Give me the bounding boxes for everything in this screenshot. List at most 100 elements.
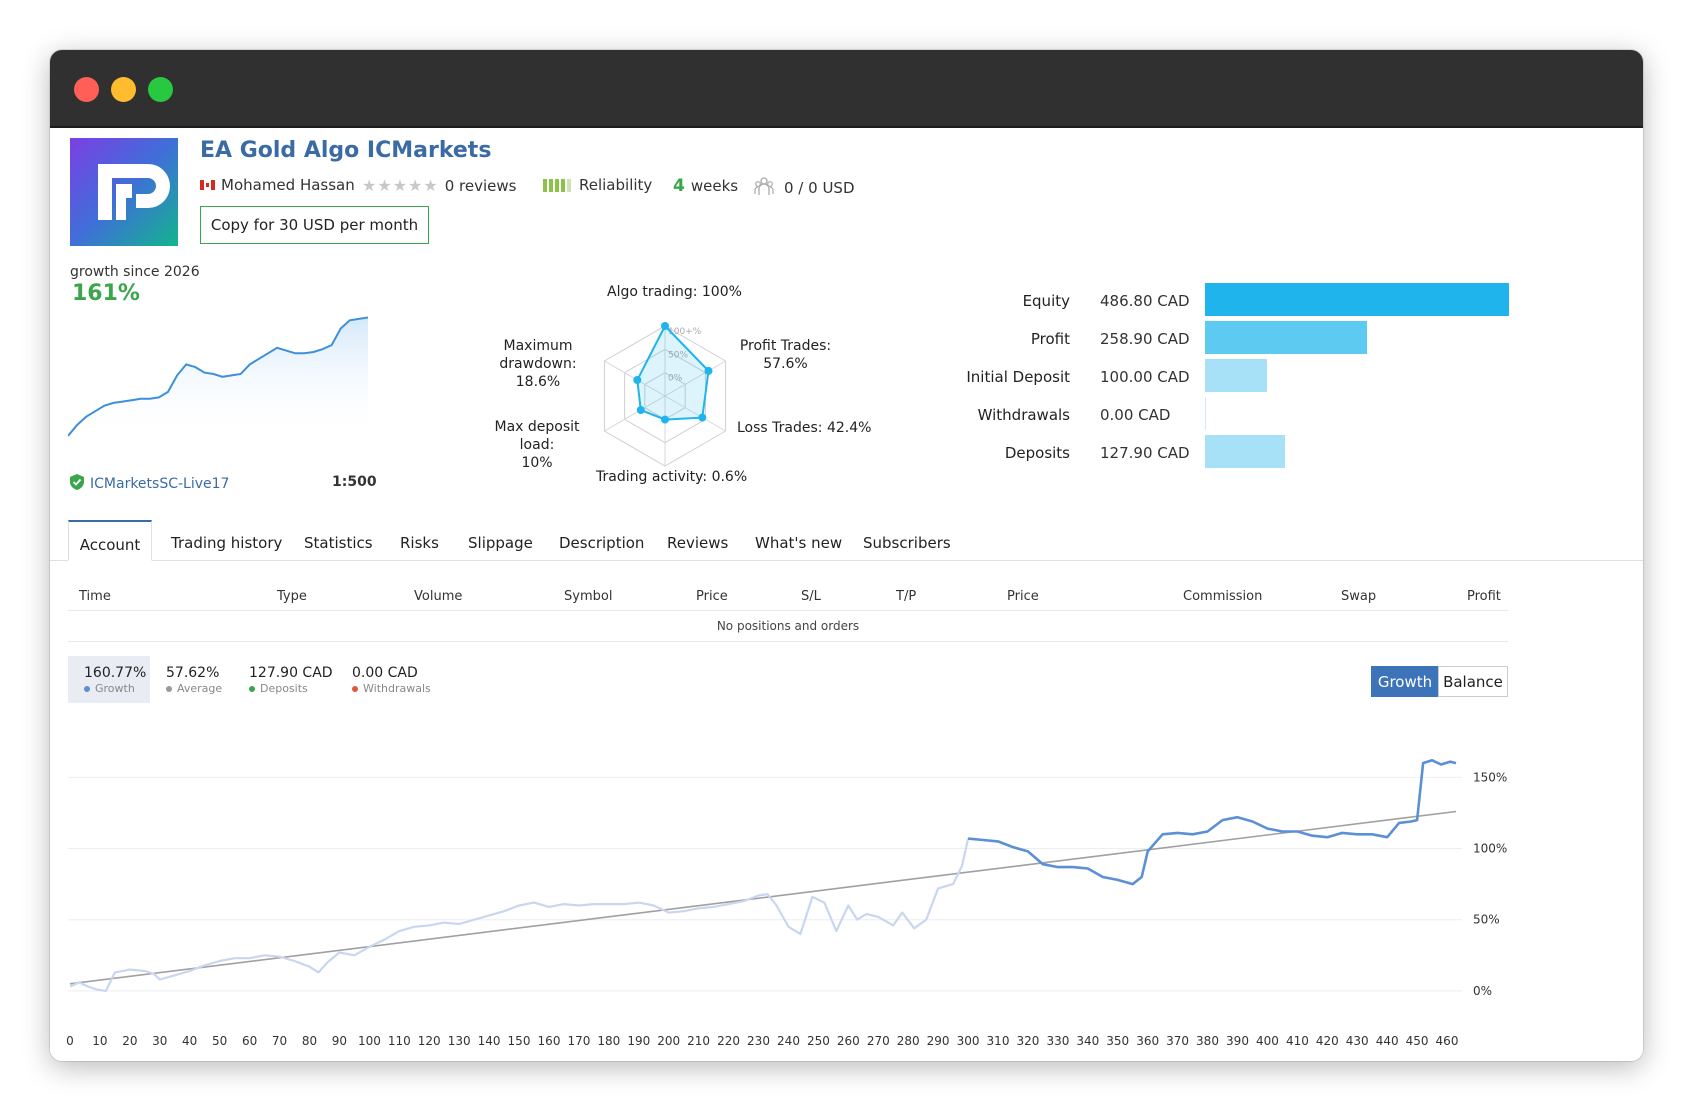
- legend-label-text: Average: [177, 682, 223, 695]
- legend-growth[interactable]: 160.77% Growth: [68, 656, 150, 703]
- tab-slippage[interactable]: Slippage: [468, 534, 533, 552]
- legend-label: Deposits: [249, 682, 333, 695]
- stat-bar: [1205, 321, 1367, 354]
- tab-subscribers[interactable]: Subscribers: [863, 534, 951, 552]
- x-tick-label: 440: [1376, 1034, 1399, 1048]
- column-header-profit: Profit: [1467, 589, 1501, 604]
- maximize-window-button[interactable]: [148, 77, 173, 102]
- x-tick-label: 0: [66, 1034, 74, 1048]
- x-tick-label: 30: [152, 1034, 167, 1048]
- close-window-button[interactable]: [74, 77, 99, 102]
- reviews-count: 0 reviews: [444, 176, 517, 195]
- server-block[interactable]: ICMarketsSC-Live17: [70, 474, 229, 494]
- x-tick-label: 300: [957, 1034, 980, 1048]
- copy-subscribe-button[interactable]: Copy for 30 USD per month: [200, 206, 429, 244]
- stat-label: Initial Deposit: [966, 368, 1070, 386]
- legend-label-text: Growth: [95, 682, 135, 695]
- subscribers-value: 0 / 0 USD: [784, 179, 855, 197]
- tab-risks[interactable]: Risks: [400, 534, 439, 552]
- tab-whats-new[interactable]: What's new: [755, 534, 843, 552]
- signal-title[interactable]: EA Gold Algo ICMarkets: [200, 138, 492, 163]
- x-tick-label: 210: [687, 1034, 710, 1048]
- reliability-bars-icon: [543, 178, 571, 192]
- stat-bar: [1205, 397, 1206, 430]
- star-rating-icon: ★★★★★: [362, 176, 439, 195]
- x-tick-label: 310: [987, 1034, 1010, 1048]
- radar-chart: 100+% 50% 0%: [603, 322, 727, 467]
- x-tick-label: 410: [1286, 1034, 1309, 1048]
- stat-label: Profit: [1030, 330, 1070, 348]
- fp-logo: [70, 138, 178, 246]
- subscribers-icon: [754, 176, 774, 200]
- stat-value: 258.90 CAD: [1100, 330, 1190, 348]
- mini-chart-line: [68, 316, 369, 437]
- radar-label-activity: Trading activity: 0.6%: [596, 469, 748, 485]
- reliability-label: Reliability: [579, 176, 653, 194]
- minimize-window-button[interactable]: [111, 77, 136, 102]
- radar-label-profit-trades: Profit Trades: 57.6%: [739, 338, 832, 372]
- x-tick-label: 450: [1406, 1034, 1429, 1048]
- x-tick-label: 290: [927, 1034, 950, 1048]
- column-header-price: Price: [696, 589, 728, 604]
- radar-spoke: [664, 395, 726, 432]
- tab-reviews[interactable]: Reviews: [667, 534, 729, 552]
- y-tick-label: 0%: [1473, 984, 1492, 998]
- radar-ring-label-50: 50%: [668, 350, 688, 360]
- growth-toggle-button[interactable]: Growth: [1371, 666, 1439, 697]
- age: 4 weeks: [673, 176, 738, 196]
- x-tick-label: 360: [1136, 1034, 1159, 1048]
- x-tick-label: 100: [358, 1034, 381, 1048]
- radar-label-algo: Algo trading: 100%: [607, 284, 742, 300]
- x-tick-label: 120: [418, 1034, 441, 1048]
- radar-label-deposit-load: Max deposit load: 10%: [494, 419, 580, 471]
- radar-spoke: [664, 360, 726, 397]
- radar-value-polygon: [636, 324, 710, 421]
- window-titlebar: [50, 50, 1643, 128]
- mini-chart-area: [68, 317, 368, 438]
- x-tick-label: 80: [302, 1034, 317, 1048]
- legend-withdrawals[interactable]: 0.00 CAD Withdrawals: [336, 656, 431, 703]
- legend-dot: [352, 685, 358, 692]
- x-tick-label: 220: [717, 1034, 740, 1048]
- x-tick-label: 380: [1196, 1034, 1219, 1048]
- author-block[interactable]: Mohamed Hassan: [200, 176, 355, 194]
- legend-average[interactable]: 57.62% Average: [150, 656, 222, 703]
- tab-trading-history[interactable]: Trading history: [171, 534, 283, 552]
- average-line: [69, 810, 1457, 985]
- x-tick-label: 70: [272, 1034, 287, 1048]
- leverage: 1:500: [332, 474, 377, 490]
- radar-point: [636, 406, 645, 414]
- radar-label-loss-trades: Loss Trades: 42.4%: [737, 420, 872, 436]
- x-tick-label: 110: [388, 1034, 411, 1048]
- balance-toggle-button[interactable]: Balance: [1438, 666, 1508, 697]
- author-name: Mohamed Hassan: [221, 176, 355, 194]
- reliability[interactable]: Reliability: [543, 176, 652, 194]
- radar-point: [698, 413, 707, 422]
- x-tick-label: 230: [747, 1034, 770, 1048]
- radar-label-drawdown: Maximum drawdown: 18.6%: [499, 338, 577, 390]
- legend-value: 57.62%: [166, 665, 220, 681]
- x-tick-label: 390: [1226, 1034, 1249, 1048]
- radar-ring-label-0: 0%: [668, 374, 683, 384]
- legend-dot: [249, 685, 255, 692]
- column-header-commission: Commission: [1183, 589, 1263, 604]
- x-tick-label: 430: [1346, 1034, 1369, 1048]
- subscribers-info: 0 / 0 USD: [754, 176, 855, 200]
- stat-label: Equity: [1022, 292, 1070, 310]
- x-tick-label: 90: [332, 1034, 347, 1048]
- column-header-symbol: Symbol: [564, 589, 613, 604]
- rating[interactable]: ★★★★★ 0 reviews: [362, 176, 516, 195]
- legend-deposits[interactable]: 127.90 CAD Deposits: [233, 656, 333, 703]
- tab-account[interactable]: Account: [68, 520, 152, 561]
- legend-value: 0.00 CAD: [352, 665, 418, 681]
- table-divider: [68, 610, 1508, 611]
- legend-label-text: Deposits: [260, 682, 308, 695]
- x-tick-label: 140: [478, 1034, 501, 1048]
- signal-page: EA Gold Algo ICMarkets Mohamed Hassan ★★…: [50, 128, 1643, 1061]
- server-name: ICMarketsSC-Live17: [90, 476, 230, 492]
- column-header-time: Time: [79, 589, 111, 604]
- column-header-swap: Swap: [1341, 589, 1377, 604]
- tab-statistics[interactable]: Statistics: [304, 534, 373, 552]
- x-tick-label: 160: [538, 1034, 561, 1048]
- tab-description[interactable]: Description: [559, 534, 645, 552]
